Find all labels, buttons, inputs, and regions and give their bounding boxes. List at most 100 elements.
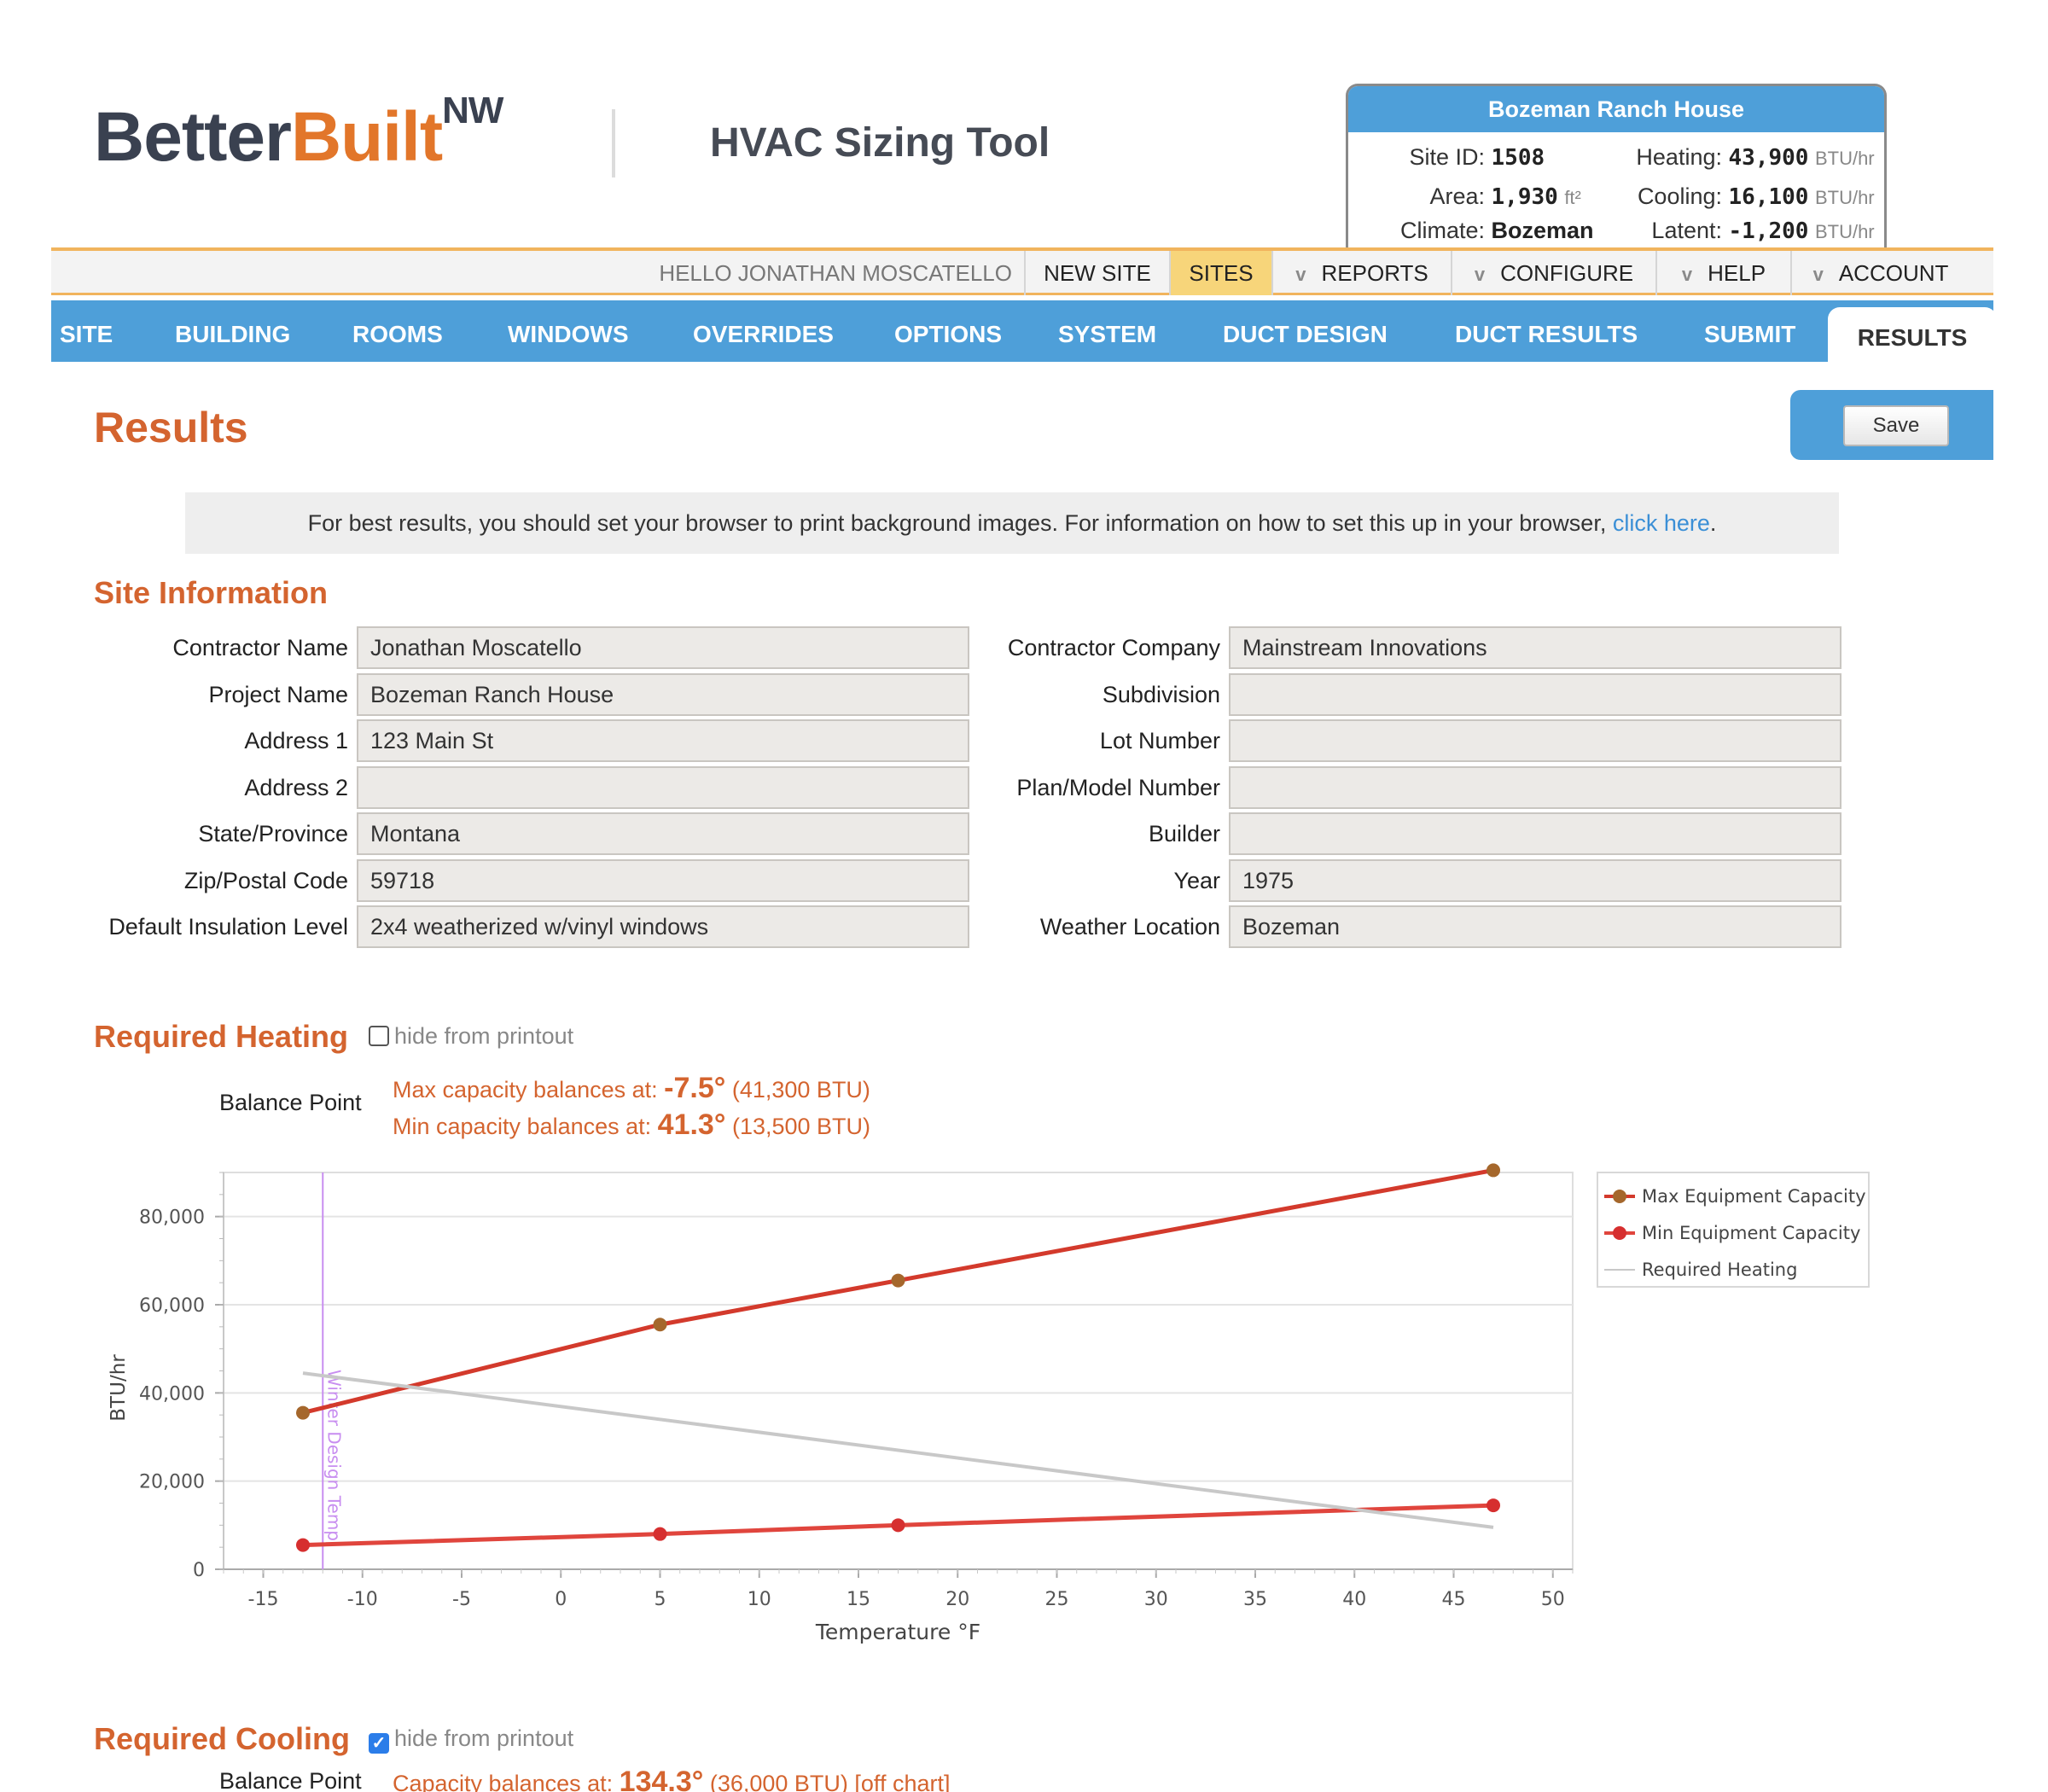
climate-row: Climate: Bozeman — [1348, 218, 1594, 244]
x-tick-label: 45 — [1442, 1589, 1466, 1610]
heating-min-value: 41.3° — [657, 1108, 726, 1141]
y-axis-label: BTU/hr — [108, 1354, 130, 1422]
x-tick-label: 30 — [1144, 1589, 1168, 1610]
data-point — [1487, 1163, 1500, 1178]
x-tick-label: 0 — [555, 1589, 567, 1610]
heating-hide-toggle[interactable]: hide from printout — [369, 1023, 573, 1050]
data-point — [891, 1273, 905, 1288]
area-value: 1,930 — [1491, 184, 1558, 210]
field-input[interactable]: 123 Main St — [357, 719, 969, 762]
heating-max-btu: (41,300 BTU) — [725, 1077, 870, 1103]
latent-row: Latent: -1,200 BTU/hr — [1577, 218, 1875, 244]
series-line — [302, 1167, 1494, 1416]
field-input[interactable] — [357, 765, 969, 809]
field-label: Lot Number — [1099, 728, 1220, 753]
field-input[interactable] — [1229, 672, 1841, 716]
configure-menu[interactable]: v CONFIGURE — [1451, 251, 1655, 295]
y-tick-label: 20,000 — [139, 1472, 205, 1493]
brand-logo-sup: NW — [442, 90, 503, 131]
field-input[interactable]: Bozeman Ranch House — [357, 672, 969, 716]
chevron-down-icon: v — [1681, 264, 1693, 285]
climate-label: Climate: — [1399, 218, 1485, 243]
latent-unit: BTU/hr — [1814, 221, 1875, 242]
legend-marker — [1613, 1226, 1626, 1240]
tab-windows[interactable]: WINDOWS — [508, 321, 629, 347]
y-tick-label: 80,000 — [139, 1207, 205, 1229]
save-button[interactable]: Save — [1843, 405, 1949, 446]
heating-min-text: Min capacity balances at: — [393, 1114, 658, 1139]
heating-row: Heating: 43,900 BTU/hr — [1577, 144, 1874, 171]
site-summary-card: Bozeman Ranch House Site ID: 1508 Area: … — [1346, 84, 1887, 247]
chart-legend: Max Equipment Capacity Min Equipment Capa… — [1597, 1172, 1870, 1288]
field-input[interactable]: 2x4 weatherized w/vinyl windows — [357, 905, 969, 948]
data-point — [653, 1527, 667, 1541]
field-input[interactable]: 1975 — [1229, 858, 1841, 902]
field-label: Address 1 — [244, 728, 348, 753]
area-row: Area: 1,930 ft² — [1348, 183, 1580, 210]
sites-link[interactable]: SITES — [1169, 251, 1271, 295]
latent-value: -1,200 — [1728, 218, 1809, 244]
heating-hide-checkbox[interactable] — [369, 1026, 389, 1046]
cooling-label: Cooling: — [1637, 183, 1722, 209]
field-label: Zip/Postal Code — [183, 867, 348, 893]
tab-site[interactable]: SITE — [60, 321, 113, 347]
field-input[interactable]: 59718 — [357, 858, 969, 902]
brand-logo-built: Built — [290, 98, 443, 176]
heating-max-value: -7.5° — [664, 1072, 726, 1104]
tab-system[interactable]: SYSTEM — [1058, 321, 1157, 347]
help-menu-label: HELP — [1708, 260, 1766, 286]
reports-menu[interactable]: v REPORTS — [1271, 251, 1451, 295]
tab-submit[interactable]: SUBMIT — [1704, 321, 1796, 347]
heating-max-text: Max capacity balances at: — [393, 1077, 665, 1103]
tab-options[interactable]: OPTIONS — [894, 321, 1003, 347]
field-input[interactable] — [1229, 719, 1841, 762]
heating-chart: 0 20,000 40,000 60,000 80,000 -15 -10 -5 0 5 10 15 2… — [108, 1163, 1870, 1644]
main-tab-bar: SITE BUILDING ROOMS WINDOWS OVERRIDES OP… — [51, 300, 1997, 362]
field-input[interactable] — [1229, 765, 1841, 809]
legend-marker — [1613, 1190, 1626, 1203]
chevron-down-icon: v — [1295, 264, 1306, 285]
field-input[interactable] — [1229, 812, 1841, 855]
legend-box — [1597, 1172, 1870, 1288]
site-card-title: Bozeman Ranch House — [1348, 86, 1884, 132]
design-temp-label: Winter Design Temp — [323, 1370, 344, 1541]
y-tick-label: 0 — [193, 1560, 205, 1581]
x-tick-label: 10 — [748, 1589, 771, 1610]
click-here-link[interactable]: click here — [1612, 510, 1710, 536]
chart-ticks: 0 20,000 40,000 60,000 80,000 -15 -10 -5 0 5 10 15 2… — [139, 1172, 1574, 1610]
tab-rooms[interactable]: ROOMS — [352, 321, 443, 347]
tab-results[interactable]: RESULTS — [1828, 307, 1997, 362]
brand-logo[interactable]: BetterBuiltNW — [94, 92, 503, 172]
field-label: Plan/Model Number — [1016, 774, 1220, 800]
field-label: Address 2 — [244, 774, 348, 800]
cooling-hide-checkbox[interactable]: ✓ — [369, 1733, 389, 1754]
legend-label: Required Heating — [1642, 1260, 1797, 1280]
field-input[interactable]: Montana — [357, 812, 969, 855]
tab-overrides[interactable]: OVERRIDES — [693, 321, 834, 347]
site-id-row: Site ID: 1508 — [1348, 144, 1545, 171]
account-menu[interactable]: v ACCOUNT — [1790, 251, 1969, 295]
cooling-section-title: Required Cooling — [94, 1721, 350, 1756]
tab-duct-results[interactable]: DUCT RESULTS — [1455, 321, 1638, 347]
help-menu[interactable]: v HELP — [1655, 251, 1790, 295]
x-axis-label: Temperature °F — [815, 1620, 980, 1644]
new-site-link[interactable]: NEW SITE — [1024, 251, 1169, 295]
tab-building[interactable]: BUILDING — [175, 321, 291, 347]
field-input[interactable]: Jonathan Moscatello — [357, 626, 969, 669]
print-notice: For best results, you should set your br… — [185, 492, 1839, 554]
page-title: Results — [94, 404, 248, 451]
cooling-row: Cooling: 16,100 BTU/hr — [1577, 183, 1875, 210]
legend-label: Min Equipment Capacity — [1642, 1223, 1860, 1243]
site-id-label: Site ID: — [1409, 144, 1485, 170]
save-panel: Save — [1790, 390, 1993, 460]
chart-series: Winter Design Temp — [296, 1163, 1500, 1569]
site-id-value: 1508 — [1491, 145, 1545, 171]
cooling-hide-toggle[interactable]: ✓ hide from printout — [369, 1725, 573, 1754]
x-tick-label: 5 — [655, 1589, 666, 1610]
field-input[interactable]: Bozeman — [1229, 905, 1841, 948]
header-accent-line — [51, 247, 1993, 251]
field-label: Contractor Company — [1007, 635, 1220, 660]
reports-menu-label: REPORTS — [1321, 260, 1428, 286]
field-input[interactable]: Mainstream Innovations — [1229, 626, 1841, 669]
tab-duct-design[interactable]: DUCT DESIGN — [1223, 321, 1388, 347]
